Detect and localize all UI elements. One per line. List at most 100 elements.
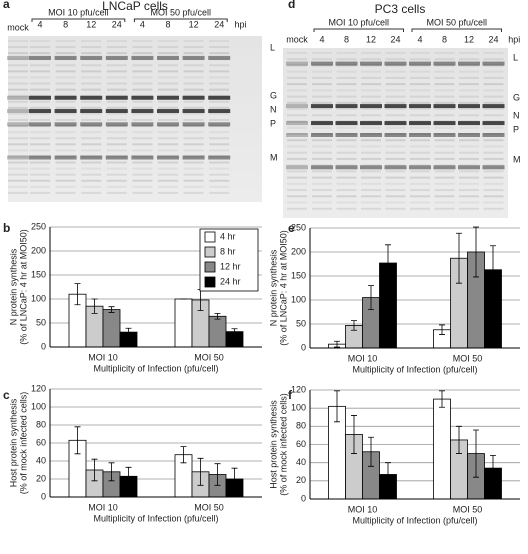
gel-band [132, 88, 153, 91]
lane-label: 12 [189, 19, 199, 29]
gel-band [336, 157, 357, 160]
gel-band [80, 155, 103, 160]
gel-band [132, 64, 153, 67]
y-tick-label: 250 [291, 222, 306, 232]
group-bracket [31, 18, 126, 22]
gel-band [106, 82, 127, 85]
band-label: P [270, 118, 276, 128]
gel-band [183, 137, 204, 140]
gel-band [106, 70, 127, 73]
gel-band [459, 182, 479, 185]
gel-band [30, 58, 50, 61]
x-tick-label: MOI 50 [194, 502, 224, 512]
gel-band [361, 145, 381, 148]
gel-band [131, 155, 154, 160]
gel-band [80, 95, 103, 100]
gel-band [286, 104, 308, 109]
gel-band [8, 76, 28, 79]
gel-band [312, 108, 332, 111]
gel-band [459, 70, 479, 73]
gel-band [132, 173, 153, 176]
gel-title: LNCaP cells [102, 0, 168, 13]
error-bar [439, 390, 445, 408]
gel-band [81, 155, 102, 158]
gel-band [483, 114, 504, 117]
gel-band [410, 70, 430, 73]
gel-band [183, 155, 204, 158]
gel-band [336, 70, 357, 73]
gel-band [131, 55, 154, 60]
error-bar [490, 245, 496, 295]
gel-band [132, 58, 153, 61]
gel-band [29, 55, 51, 60]
gel-band [157, 122, 179, 127]
gel-band [132, 106, 153, 109]
gel-band [55, 125, 76, 128]
gel-band [434, 52, 455, 54]
gel-band [312, 195, 332, 198]
gel-band [361, 164, 381, 167]
gel-band [410, 170, 430, 173]
gel-band [8, 137, 28, 140]
gel-band [157, 55, 179, 60]
y-tick-label: 100 [291, 403, 306, 413]
gel-band [361, 89, 381, 92]
gel-band [81, 70, 102, 73]
gel-band [482, 61, 505, 66]
gel-band [132, 76, 153, 79]
gel-band [385, 207, 406, 210]
x-tick-label: MOI 50 [194, 352, 224, 362]
gel-band [385, 108, 406, 111]
gel-band [410, 83, 430, 86]
gel-band [81, 94, 102, 97]
gel-band [361, 76, 381, 79]
gel-band [385, 182, 406, 185]
gel-band [209, 40, 230, 42]
gel-band [336, 176, 357, 179]
gel-band [410, 58, 430, 61]
gel-band [434, 95, 455, 98]
gel-band [132, 94, 153, 97]
gel-band [158, 70, 178, 73]
gel-band [336, 101, 357, 104]
gel-band [55, 149, 76, 152]
group-label: MOI 50 pfu/cell [151, 7, 212, 17]
gel-band [312, 133, 332, 135]
gel-band [385, 58, 406, 61]
band-label: L [270, 42, 275, 52]
error-bar [91, 458, 98, 482]
gel-band [131, 122, 154, 127]
band-label: G [513, 92, 520, 102]
gel-band [483, 207, 504, 210]
gel-band [8, 106, 28, 109]
gel-band [410, 52, 430, 54]
gel-band [287, 201, 307, 204]
gel-band [459, 170, 479, 173]
gel-band [483, 76, 504, 79]
gel-band [30, 149, 50, 152]
gel-band [434, 64, 455, 67]
gel-band [482, 121, 505, 126]
lane-label: 8 [442, 34, 447, 44]
gel-band [183, 185, 204, 188]
gel-band [55, 112, 76, 115]
error-bar [125, 466, 132, 486]
gel-band [106, 185, 127, 188]
gel-band [158, 64, 178, 67]
gel-band [183, 167, 204, 170]
gel-band [54, 55, 77, 60]
y-axis-title: (% of mock infected cells) [278, 393, 288, 496]
panel-letter: c [3, 388, 10, 402]
band-label: N [513, 110, 520, 120]
gel-band [312, 139, 332, 142]
error-bar [214, 463, 221, 486]
gel-band [410, 182, 430, 185]
error-bar [473, 429, 479, 478]
gel-band [7, 95, 29, 100]
gel-band [55, 82, 76, 85]
gel-band [208, 155, 231, 160]
error-bar [231, 328, 238, 335]
gel-band [287, 139, 307, 142]
gel-band [434, 189, 455, 192]
